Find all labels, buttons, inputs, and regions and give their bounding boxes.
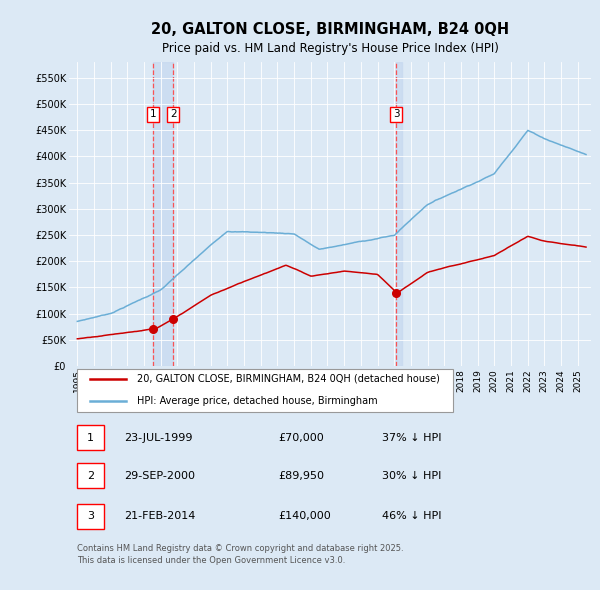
Text: 2: 2 [170, 109, 176, 119]
FancyBboxPatch shape [77, 425, 104, 450]
Text: £89,950: £89,950 [278, 471, 324, 481]
Text: Price paid vs. HM Land Registry's House Price Index (HPI): Price paid vs. HM Land Registry's House … [161, 42, 499, 55]
Text: 3: 3 [87, 512, 94, 522]
FancyBboxPatch shape [77, 369, 452, 412]
Text: 20, GALTON CLOSE, BIRMINGHAM, B24 0QH (detached house): 20, GALTON CLOSE, BIRMINGHAM, B24 0QH (d… [137, 374, 440, 384]
Text: HPI: Average price, detached house, Birmingham: HPI: Average price, detached house, Birm… [137, 396, 377, 406]
Text: 21-FEB-2014: 21-FEB-2014 [124, 512, 195, 522]
FancyBboxPatch shape [77, 504, 104, 529]
Text: 37% ↓ HPI: 37% ↓ HPI [382, 432, 442, 442]
Text: £140,000: £140,000 [278, 512, 331, 522]
Text: 3: 3 [393, 109, 400, 119]
Text: Contains HM Land Registry data © Crown copyright and database right 2025.
This d: Contains HM Land Registry data © Crown c… [77, 544, 403, 565]
Bar [397, 62, 402, 366]
Text: 2: 2 [87, 471, 94, 481]
Text: 29-SEP-2000: 29-SEP-2000 [124, 471, 195, 481]
Text: 1: 1 [87, 432, 94, 442]
Text: 23-JUL-1999: 23-JUL-1999 [124, 432, 193, 442]
Text: 1: 1 [150, 109, 157, 119]
FancyBboxPatch shape [77, 463, 104, 489]
Text: 46% ↓ HPI: 46% ↓ HPI [382, 512, 442, 522]
Text: £70,000: £70,000 [278, 432, 323, 442]
Text: 30% ↓ HPI: 30% ↓ HPI [382, 471, 442, 481]
Bar [154, 62, 173, 366]
Text: 20, GALTON CLOSE, BIRMINGHAM, B24 0QH: 20, GALTON CLOSE, BIRMINGHAM, B24 0QH [151, 22, 509, 37]
